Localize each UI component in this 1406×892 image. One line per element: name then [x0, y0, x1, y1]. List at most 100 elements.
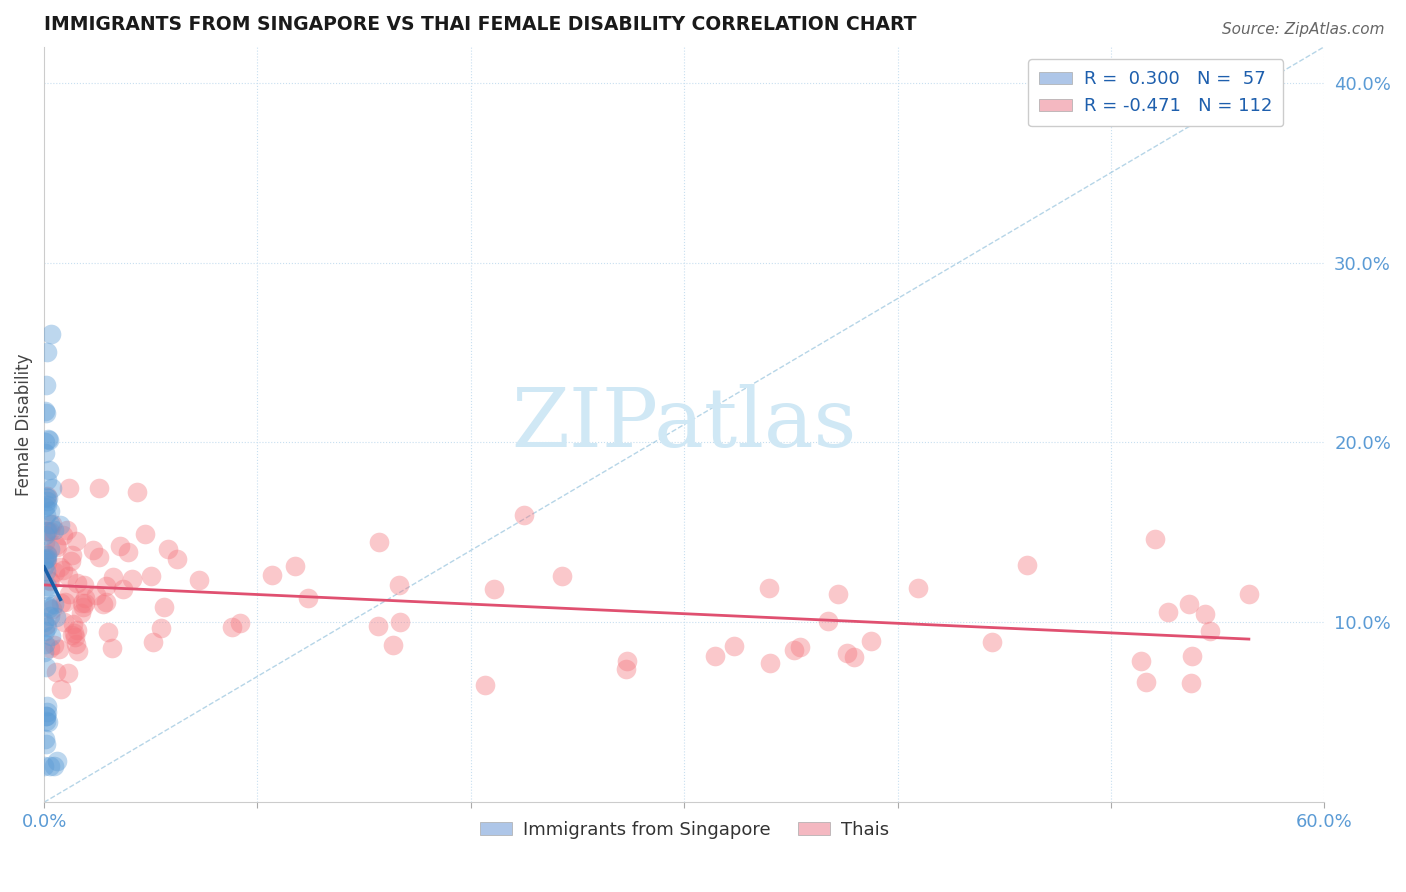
Point	[55, 595, 77, 609]
Point	[34, 434, 56, 449]
Point	[367, 619, 389, 633]
Point	[52, 563, 75, 577]
Point	[35, 617, 58, 632]
Point	[34, 624, 56, 639]
Point	[37, 599, 59, 613]
Point	[134, 527, 156, 541]
Point	[58, 587, 80, 601]
Point	[35, 555, 58, 569]
Point	[75, 596, 97, 610]
Point	[859, 633, 882, 648]
Point	[34, 709, 56, 723]
Point	[44, 597, 66, 611]
Legend: Immigrants from Singapore, Thais: Immigrants from Singapore, Thais	[472, 814, 896, 847]
Point	[38, 504, 60, 518]
Point	[100, 641, 122, 656]
Point	[1135, 674, 1157, 689]
Point	[35, 489, 58, 503]
Point	[60, 628, 83, 642]
Point	[70, 597, 93, 611]
Point	[66, 624, 89, 638]
Point	[842, 650, 865, 665]
Point	[156, 541, 179, 556]
Point	[35, 550, 58, 565]
Point	[166, 552, 188, 566]
Point	[34, 553, 56, 567]
Point	[1180, 675, 1202, 690]
Point	[37, 524, 59, 539]
Point	[117, 545, 139, 559]
Point	[35, 498, 58, 512]
Point	[758, 581, 780, 595]
Point	[723, 639, 745, 653]
Point	[87, 550, 110, 565]
Point	[56, 569, 79, 583]
Point	[789, 640, 811, 654]
Point	[35, 714, 58, 728]
Point	[72, 600, 94, 615]
Point	[41, 601, 63, 615]
Point	[34, 446, 56, 460]
Point	[614, 662, 637, 676]
Point	[44, 523, 66, 537]
Point	[907, 581, 929, 595]
Point	[37, 548, 59, 562]
Point	[284, 559, 307, 574]
Point	[37, 433, 59, 447]
Point	[75, 591, 97, 605]
Point	[41, 517, 63, 532]
Point	[52, 528, 75, 542]
Point	[49, 517, 72, 532]
Text: IMMIGRANTS FROM SINGAPORE VS THAI FEMALE DISABILITY CORRELATION CHART: IMMIGRANTS FROM SINGAPORE VS THAI FEMALE…	[44, 15, 917, 34]
Point	[45, 540, 67, 554]
Point	[34, 731, 56, 746]
Point	[39, 641, 62, 656]
Point	[38, 463, 60, 477]
Point	[67, 644, 90, 658]
Point	[513, 508, 536, 523]
Point	[65, 630, 87, 644]
Point	[34, 535, 56, 549]
Point	[35, 473, 58, 487]
Point	[759, 656, 782, 670]
Point	[34, 645, 56, 659]
Point	[35, 660, 58, 674]
Point	[45, 538, 67, 552]
Point	[35, 493, 58, 508]
Point	[44, 610, 66, 624]
Point	[35, 552, 58, 566]
Point	[1143, 533, 1166, 547]
Point	[35, 582, 58, 596]
Point	[817, 614, 839, 628]
Point	[367, 535, 389, 549]
Point	[38, 541, 60, 556]
Point	[44, 565, 66, 579]
Point	[260, 568, 283, 582]
Point	[45, 665, 67, 679]
Point	[35, 345, 58, 359]
Point	[827, 587, 849, 601]
Point	[35, 508, 58, 522]
Point	[1130, 654, 1153, 668]
Point	[35, 552, 58, 566]
Point	[49, 559, 72, 574]
Point	[1198, 624, 1220, 638]
Point	[34, 615, 56, 629]
Point	[34, 403, 56, 417]
Point	[60, 548, 83, 562]
Point	[84, 588, 107, 602]
Point	[49, 681, 72, 696]
Point	[835, 646, 858, 660]
Point	[62, 625, 84, 640]
Point	[229, 616, 252, 631]
Point	[783, 642, 806, 657]
Point	[70, 606, 93, 620]
Point	[94, 579, 117, 593]
Point	[58, 665, 80, 680]
Point	[94, 595, 117, 609]
Point	[1194, 607, 1216, 622]
Point	[484, 582, 506, 597]
Point	[34, 500, 56, 515]
Point	[35, 708, 58, 723]
Point	[73, 578, 96, 592]
